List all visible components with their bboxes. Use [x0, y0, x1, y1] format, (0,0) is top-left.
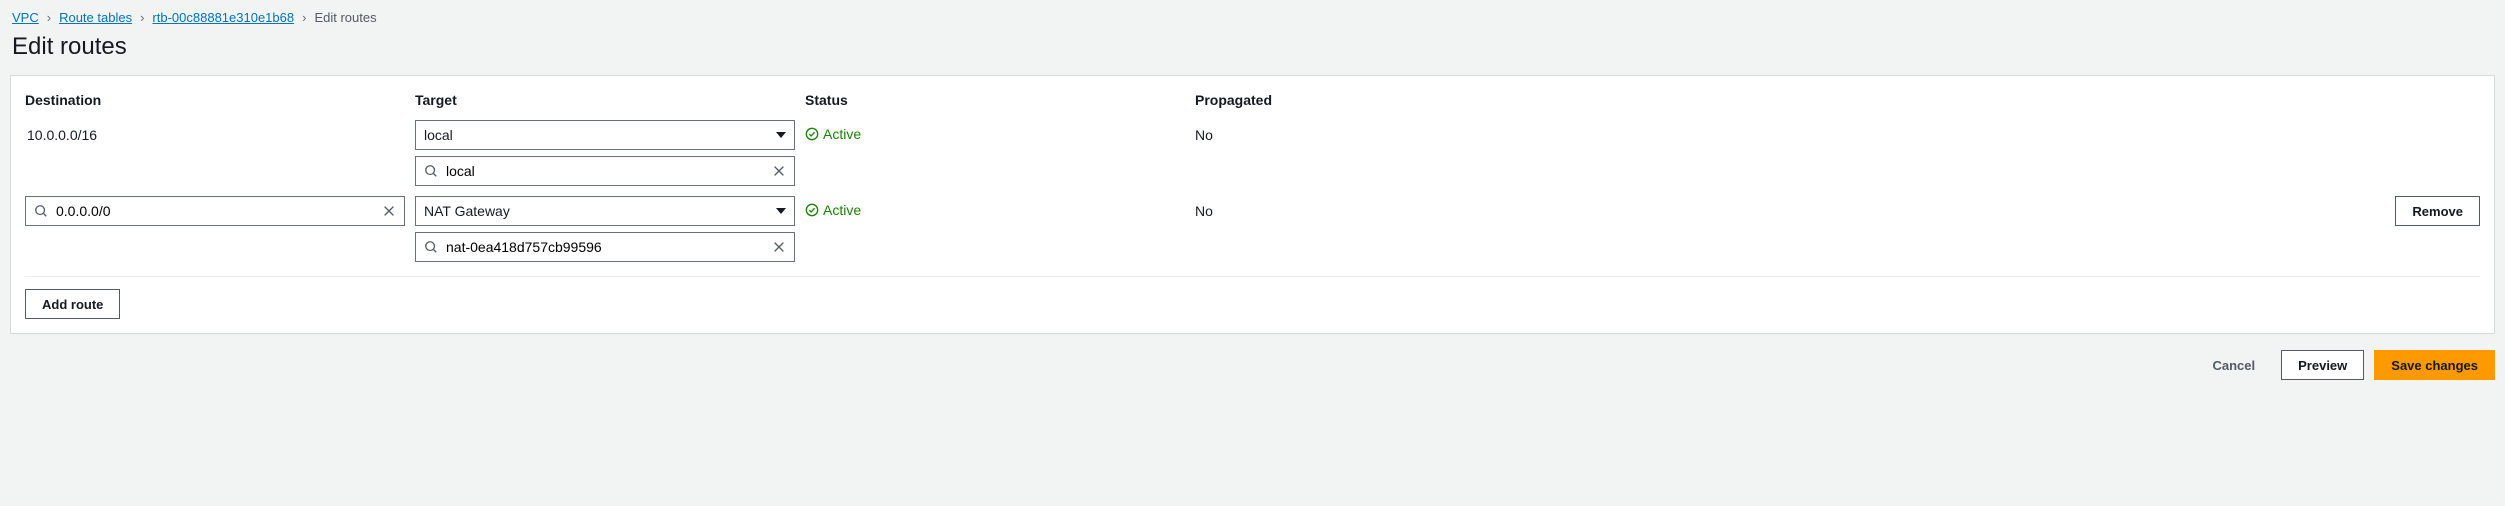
add-route-button[interactable]: Add route — [25, 289, 120, 319]
status-badge: Active — [805, 126, 861, 142]
target-select[interactable]: local — [415, 120, 795, 150]
table-row-sub — [25, 156, 2480, 186]
table-row: 10.0.0.0/16 local Active No — [25, 120, 2480, 150]
clear-icon[interactable] — [772, 240, 786, 254]
target-search-input[interactable] — [446, 239, 764, 255]
propagated-value: No — [1195, 127, 1445, 143]
target-search[interactable] — [415, 232, 795, 262]
search-icon — [34, 204, 48, 218]
propagated-value: No — [1195, 203, 1445, 219]
search-icon — [424, 240, 438, 254]
destination-search[interactable] — [25, 196, 405, 226]
table-row: NAT Gateway Active No Remove — [25, 196, 2480, 226]
breadcrumb-route-tables[interactable]: Route tables — [59, 10, 132, 25]
destination-input[interactable] — [56, 203, 374, 219]
table-header: Destination Target Status Propagated — [25, 92, 2480, 110]
target-search[interactable] — [415, 156, 795, 186]
status-text: Active — [823, 202, 861, 218]
add-route-row: Add route — [25, 276, 2480, 319]
breadcrumb-vpc[interactable]: VPC — [12, 10, 39, 25]
target-select-value: local — [424, 127, 453, 143]
save-button[interactable]: Save changes — [2374, 350, 2495, 380]
breadcrumb-rtb-id[interactable]: rtb-00c88881e310e1b68 — [152, 10, 294, 25]
chevron-right-icon: › — [140, 10, 144, 25]
preview-button[interactable]: Preview — [2281, 350, 2364, 380]
target-search-input[interactable] — [446, 163, 764, 179]
table-row-sub — [25, 232, 2480, 262]
target-select[interactable]: NAT Gateway — [415, 196, 795, 226]
cancel-button[interactable]: Cancel — [2196, 350, 2271, 380]
col-status: Status — [805, 92, 1185, 110]
clear-icon[interactable] — [772, 164, 786, 178]
col-propagated: Propagated — [1195, 92, 1445, 110]
chevron-down-icon — [776, 132, 786, 138]
chevron-down-icon — [776, 208, 786, 214]
remove-button[interactable]: Remove — [2395, 196, 2480, 226]
page-title: Edit routes — [12, 33, 2495, 61]
routes-panel: Destination Target Status Propagated 10.… — [10, 75, 2495, 334]
status-text: Active — [823, 126, 861, 142]
target-select-value: NAT Gateway — [424, 203, 510, 219]
status-badge: Active — [805, 202, 861, 218]
check-circle-icon — [805, 203, 819, 217]
col-target: Target — [415, 92, 795, 110]
chevron-right-icon: › — [302, 10, 306, 25]
breadcrumb-current: Edit routes — [314, 10, 376, 25]
search-icon — [424, 164, 438, 178]
chevron-right-icon: › — [47, 10, 51, 25]
check-circle-icon — [805, 127, 819, 141]
breadcrumb: VPC › Route tables › rtb-00c88881e310e1b… — [10, 10, 2495, 25]
destination-readonly: 10.0.0.0/16 — [25, 123, 405, 147]
clear-icon[interactable] — [382, 204, 396, 218]
col-destination: Destination — [25, 92, 405, 110]
footer-actions: Cancel Preview Save changes — [10, 350, 2495, 380]
